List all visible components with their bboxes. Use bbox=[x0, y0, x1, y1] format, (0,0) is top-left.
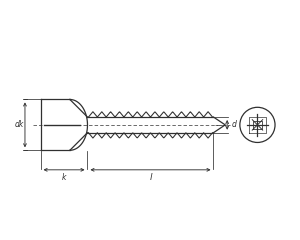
Text: d: d bbox=[232, 120, 237, 129]
Text: k: k bbox=[62, 173, 66, 182]
Text: l: l bbox=[149, 173, 152, 182]
Text: dk: dk bbox=[14, 120, 24, 129]
